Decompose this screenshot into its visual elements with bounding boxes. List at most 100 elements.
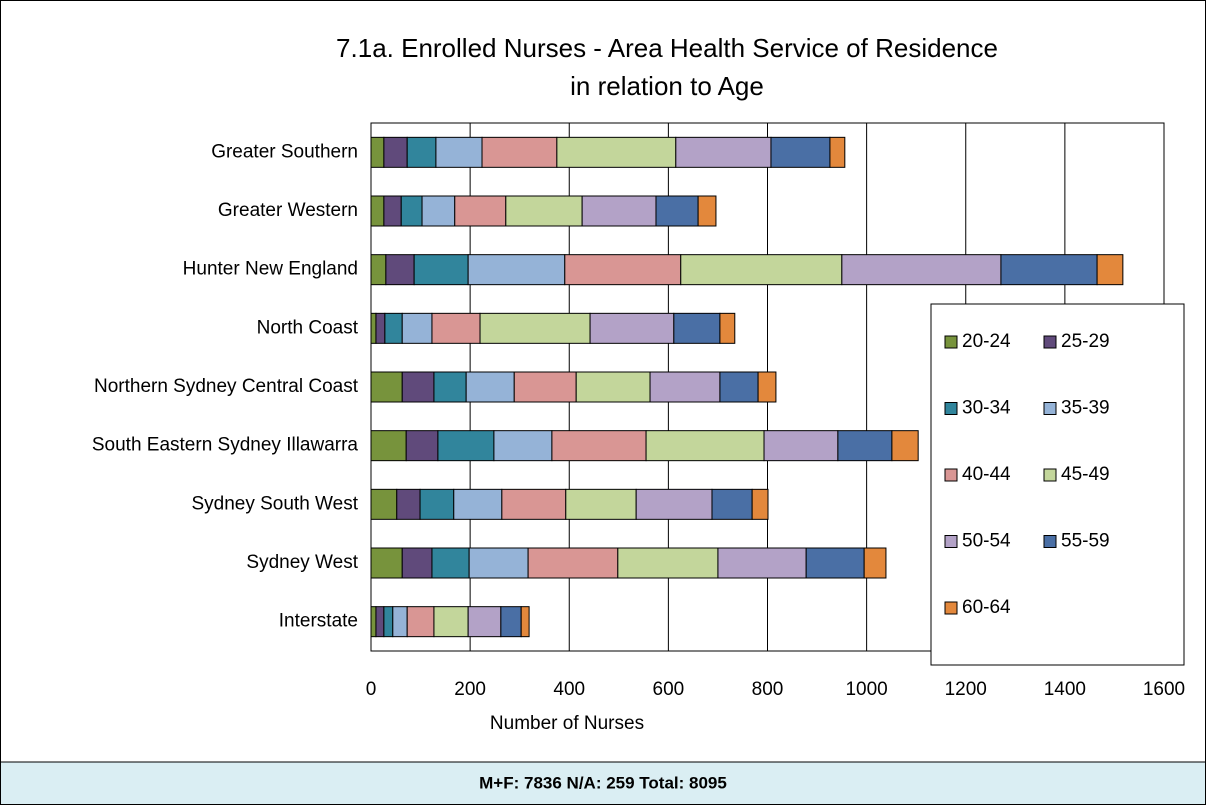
- bar-segment: [645, 430, 765, 462]
- bar-segment: [400, 195, 423, 227]
- x-tick-label: 1400: [1044, 679, 1086, 700]
- legend-label: 25-29: [1061, 331, 1110, 352]
- bar-segment: [392, 606, 408, 638]
- bar-segment: [421, 195, 456, 227]
- bar-segment: [383, 136, 408, 168]
- chart-title: 7.1a. Enrolled Nurses - Area Health Serv…: [336, 33, 998, 63]
- bar-segment: [717, 547, 807, 579]
- bar-segment: [467, 606, 502, 638]
- bar-segment: [551, 430, 647, 462]
- bar-segment: [396, 488, 421, 520]
- bar-segment: [431, 547, 470, 579]
- bar-segment: [433, 371, 467, 403]
- bar-segment: [581, 195, 657, 227]
- bar-segment: [505, 195, 583, 227]
- bar-segment: [383, 195, 402, 227]
- bar-segment: [401, 547, 433, 579]
- bar-segment: [401, 312, 433, 344]
- y-tick-label: North Coast: [257, 317, 359, 338]
- legend-swatch: [1043, 535, 1057, 548]
- x-tick-label: 600: [653, 679, 685, 700]
- legend-label: 45-49: [1061, 464, 1110, 485]
- bar-segment: [370, 430, 407, 462]
- bar-segment: [770, 136, 831, 168]
- bar-segment: [370, 371, 403, 403]
- bar-segment: [500, 606, 522, 638]
- bar-segment: [406, 606, 435, 638]
- bar-segment: [763, 430, 839, 462]
- bar-segment: [370, 254, 387, 286]
- bar-segment: [385, 254, 415, 286]
- x-tick-label: 800: [752, 679, 784, 700]
- y-tick-label: Hunter New England: [183, 259, 358, 280]
- bar-segment: [406, 136, 437, 168]
- bar-segment: [829, 136, 846, 168]
- x-tick-label: 400: [553, 679, 585, 700]
- bar-segment: [370, 488, 398, 520]
- legend-swatch: [1043, 402, 1057, 415]
- bar-segment: [375, 312, 386, 344]
- bar-segment: [370, 547, 403, 579]
- bar-segment: [413, 254, 469, 286]
- legend-label: 40-44: [962, 464, 1011, 485]
- bar-segment: [556, 136, 677, 168]
- bar-segment: [405, 430, 439, 462]
- x-axis-title: Number of Nurses: [490, 713, 644, 734]
- bar-segment: [370, 312, 377, 344]
- legend-swatch: [944, 601, 958, 615]
- legend-swatch: [944, 402, 958, 415]
- bar-segment: [370, 606, 377, 638]
- chart-title: in relation to Age: [570, 71, 764, 101]
- bar-segment: [527, 547, 619, 579]
- y-tick-label: Interstate: [279, 611, 358, 632]
- y-tick-label: Northern Sydney Central Coast: [94, 376, 359, 397]
- footer-band: [0, 761, 1206, 805]
- bar-segment: [479, 312, 591, 344]
- bar-segment: [370, 136, 385, 168]
- bar-segment: [617, 547, 719, 579]
- legend-label: 20-24: [962, 331, 1011, 352]
- bar-segment: [697, 195, 717, 227]
- bar-segment: [564, 254, 682, 286]
- bar-segment: [501, 488, 567, 520]
- bar-segment: [1000, 254, 1098, 286]
- bar-segment: [419, 488, 455, 520]
- legend-swatch: [944, 535, 958, 548]
- bar-segment: [891, 430, 919, 462]
- bar-segment: [513, 371, 577, 403]
- bar-segment: [675, 136, 772, 168]
- bar-segment: [493, 430, 553, 462]
- bar-segment: [565, 488, 637, 520]
- legend-label: 60-64: [962, 597, 1011, 618]
- x-tick-label: 1200: [945, 679, 987, 700]
- bar-segment: [837, 430, 893, 462]
- y-tick-label: Greater Western: [218, 200, 358, 221]
- bar-segment: [863, 547, 887, 579]
- legend-label: 30-34: [962, 398, 1011, 419]
- bar-segment: [433, 606, 469, 638]
- bar-segment: [805, 547, 865, 579]
- x-tick-label: 200: [454, 679, 486, 700]
- legend-swatch: [944, 335, 958, 349]
- bar-segment: [481, 136, 558, 168]
- bar-segment: [375, 606, 385, 638]
- legend-swatch: [1043, 468, 1057, 482]
- bar-segment: [435, 136, 483, 168]
- legend-label: 55-59: [1061, 531, 1110, 552]
- legend-box: [930, 303, 1185, 666]
- bar-segment: [1096, 254, 1124, 286]
- legend-label: 35-39: [1061, 398, 1110, 419]
- bar-segment: [719, 371, 759, 403]
- y-tick-label: Greater Southern: [211, 141, 358, 162]
- bar-segment: [841, 254, 1002, 286]
- bar-segment: [520, 606, 530, 638]
- bar-segment: [383, 606, 394, 638]
- bar-segment: [467, 254, 566, 286]
- bar-segment: [635, 488, 713, 520]
- bar-segment: [655, 195, 699, 227]
- bar-segment: [673, 312, 721, 344]
- x-tick-label: 1000: [845, 679, 887, 700]
- x-tick-label: 1600: [1143, 679, 1185, 700]
- bar-segment: [575, 371, 651, 403]
